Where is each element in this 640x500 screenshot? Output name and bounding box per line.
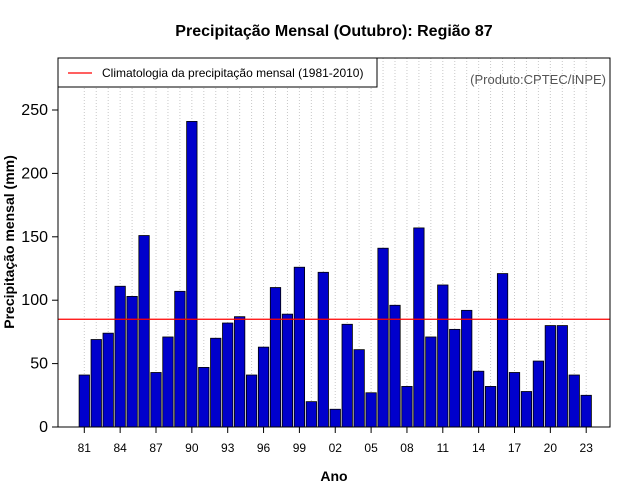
bar-2008 [401, 386, 413, 428]
bar-2012 [449, 328, 461, 428]
x-tick-label: 87 [149, 441, 163, 455]
bar-2018 [520, 391, 533, 428]
bar-2015 [484, 386, 497, 428]
bar-1990 [186, 121, 198, 428]
bar-2013 [461, 309, 473, 428]
bar-1987 [150, 372, 162, 428]
bar-2023 [580, 394, 592, 428]
bar-2017 [508, 372, 521, 428]
bar-1981 [78, 374, 90, 428]
bar-1989 [174, 290, 186, 428]
x-tick-label: 81 [78, 441, 92, 455]
bar-1982 [90, 339, 102, 428]
bar-2020 [544, 325, 556, 428]
bar-2002 [329, 408, 341, 428]
bar-1999 [293, 266, 306, 428]
bar-2021 [556, 325, 568, 428]
x-tick-label: 96 [257, 441, 271, 455]
bar-2019 [532, 360, 545, 428]
grid-lines [83, 58, 587, 427]
x-tick-label: 11 [437, 441, 450, 455]
y-axis: 0 50 100 150 200 250 [21, 102, 58, 436]
legend: Climatologia da precipitação mensal (198… [57, 57, 378, 88]
bar-2022 [568, 374, 580, 428]
bar-2011 [437, 284, 449, 428]
bar-1985 [126, 295, 138, 428]
x-axis: 81 84 87 90 93 96 99 02 05 08 11 14 17 20 23 [78, 427, 594, 455]
bar-2010 [425, 336, 437, 428]
bar-1997 [269, 287, 282, 428]
bar-1992 [210, 337, 222, 428]
legend-box [57, 57, 378, 88]
bar-1984 [114, 285, 126, 428]
bar-1994 [234, 316, 246, 428]
chart-title: Precipitação Mensal (Outubro): Região 87 [175, 23, 493, 40]
bar-2014 [473, 370, 485, 428]
x-tick-label: 90 [185, 441, 199, 455]
bar-1991 [198, 366, 210, 428]
x-tick-label: 84 [113, 441, 127, 455]
x-tick-label: 93 [221, 441, 235, 455]
x-tick-label: 99 [293, 441, 307, 455]
x-tick-label: 02 [329, 441, 343, 455]
x-tick-label: 08 [400, 441, 414, 455]
bar-2007 [389, 304, 401, 428]
bar-2005 [365, 392, 377, 428]
bars [78, 121, 592, 428]
legend-label: Climatologia da precipitação mensal (198… [102, 66, 363, 80]
x-tick-label: 20 [544, 441, 558, 455]
y-tick-label: 250 [21, 102, 48, 119]
x-tick-label: 05 [364, 441, 378, 455]
bar-2003 [341, 323, 353, 428]
bar-1998 [281, 313, 294, 428]
x-tick-label: 17 [508, 441, 522, 455]
bar-1988 [162, 336, 174, 428]
bar-2001 [317, 271, 329, 428]
x-tick-label: 14 [472, 441, 486, 455]
x-axis-title: Ano [320, 468, 347, 484]
bar-2016 [496, 273, 509, 428]
bar-1983 [102, 332, 114, 428]
bar-1993 [222, 322, 234, 428]
bar-2006 [377, 247, 389, 428]
y-tick-label: 50 [30, 356, 48, 373]
bar-1995 [245, 374, 258, 428]
y-tick-label: 0 [39, 419, 48, 436]
y-tick-label: 200 [21, 165, 48, 182]
y-tick-label: 150 [21, 229, 48, 246]
y-axis-title: Precipitação mensal (mm) [1, 155, 17, 329]
bar-1986 [138, 235, 150, 428]
bar-2009 [413, 227, 425, 428]
y-tick-label: 100 [21, 292, 48, 309]
bar-1996 [257, 346, 270, 428]
x-tick-label: 23 [580, 441, 594, 455]
credit-label: (Produto:CPTEC/INPE) [470, 72, 606, 87]
bar-2004 [353, 349, 365, 428]
bar-2000 [305, 401, 317, 428]
